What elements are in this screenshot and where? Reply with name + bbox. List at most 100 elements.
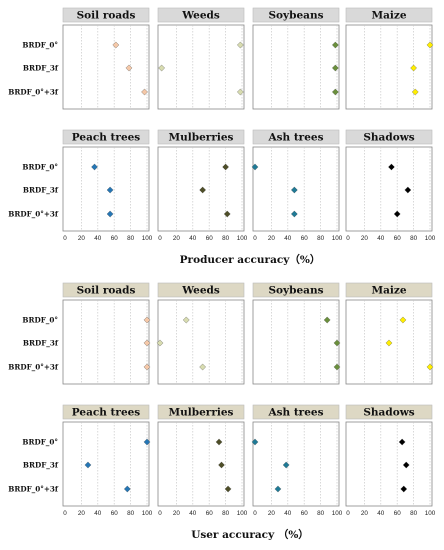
- plot-frame: [62, 421, 150, 507]
- data-point: [143, 363, 151, 371]
- data-point: [426, 41, 434, 49]
- data-point: [106, 186, 114, 194]
- panel-title: Shadows: [363, 132, 414, 144]
- x-tick-label: 80: [127, 235, 135, 242]
- plot-frame: [157, 24, 245, 110]
- plot-frame: [345, 146, 433, 232]
- panel-title-box: [157, 282, 245, 298]
- panel-soil-roads: Soil roads BRDF_0° BRDF_3f BRDF_0°+3f: [8, 282, 151, 385]
- panel-shadows: Shadows 0 20 40 60 80 100: [345, 404, 436, 517]
- panel-title-box: [62, 7, 150, 23]
- panel-title-box: [252, 7, 340, 23]
- panel-shadows: Shadows 0 20 40 60 80 100: [345, 129, 436, 242]
- panel-title-box: [252, 129, 340, 145]
- figure-block-1: Soil roads BRDF_0° BRDF_3f BRDF_0°+3f Weeds S…: [8, 7, 436, 266]
- data-point: [224, 485, 232, 493]
- x-tick-label: 100: [142, 510, 153, 517]
- data-point: [399, 316, 407, 324]
- x-tick-label: 60: [111, 510, 119, 517]
- data-point: [222, 163, 229, 171]
- row-label: BRDF_0°+3f: [8, 485, 59, 494]
- x-tick-label: 100: [332, 235, 343, 242]
- data-point: [333, 339, 341, 347]
- data-point: [411, 88, 419, 96]
- row-label: BRDF_0°: [22, 316, 58, 325]
- panel-title-box: [345, 129, 433, 145]
- data-point: [125, 64, 133, 72]
- panel-title: Peach trees: [72, 132, 141, 144]
- x-tick-label: 0: [63, 235, 67, 242]
- x-tick-label: 100: [425, 510, 436, 517]
- plot-frame: [252, 421, 340, 507]
- x-tick-label: 60: [394, 235, 402, 242]
- panel-title-box: [157, 7, 245, 23]
- data-point: [223, 210, 231, 218]
- panel-mulberries: Mulberries 0 20 40 60 80 100: [157, 129, 248, 242]
- data-point: [323, 316, 331, 324]
- data-point: [410, 64, 417, 72]
- x-tick-label: 80: [317, 235, 325, 242]
- data-point: [332, 64, 339, 72]
- x-tick-label: 0: [253, 510, 257, 517]
- x-tick-label: 40: [284, 235, 292, 242]
- data-point: [218, 461, 225, 469]
- x-tick-label: 80: [410, 510, 418, 517]
- x-tick-label: 40: [377, 235, 385, 242]
- x-tick-label: 0: [346, 510, 350, 517]
- data-point: [106, 210, 114, 218]
- x-tick-label: 20: [78, 510, 86, 517]
- x-axis-title: Producer accuracy（%）: [180, 253, 321, 266]
- x-tick-label: 40: [94, 235, 102, 242]
- x-tick-label: 60: [206, 235, 214, 242]
- data-point: [91, 163, 98, 171]
- data-point: [112, 41, 120, 49]
- x-tick-label: 0: [158, 510, 162, 517]
- row-label: BRDF_0°+3f: [8, 88, 59, 97]
- plot-frame: [62, 24, 150, 110]
- panel-peach-trees: Peach trees BRDF_0° BRDF_3f BRDF_0°+3f 0 20 40…: [8, 129, 153, 242]
- x-tick-label: 100: [425, 235, 436, 242]
- panel-title-box: [62, 282, 150, 298]
- data-point: [388, 163, 395, 171]
- panel-maize: Maize: [345, 7, 434, 110]
- data-point: [123, 485, 131, 493]
- x-tick-label: 60: [206, 510, 214, 517]
- data-point: [333, 363, 341, 371]
- data-point: [251, 163, 259, 171]
- panel-title-box: [345, 404, 433, 420]
- panel-title-box: [252, 282, 340, 298]
- x-tick-label: 60: [301, 510, 309, 517]
- data-point: [291, 210, 298, 218]
- data-point: [402, 461, 410, 469]
- x-tick-label: 20: [268, 510, 276, 517]
- row-label: BRDF_3f: [23, 64, 59, 73]
- data-point: [385, 339, 393, 347]
- data-point: [84, 461, 92, 469]
- data-point: [143, 438, 151, 446]
- panel-title-box: [157, 129, 245, 145]
- plot-frame: [345, 24, 433, 110]
- x-tick-label: 60: [111, 235, 119, 242]
- x-tick-label: 40: [189, 510, 197, 517]
- x-tick-label: 40: [189, 235, 197, 242]
- panel-title: Weeds: [181, 10, 220, 22]
- x-tick-label: 0: [253, 235, 257, 242]
- figure-block-2: Soil roads BRDF_0° BRDF_3f BRDF_0°+3f Weeds S…: [8, 282, 436, 541]
- data-point: [404, 186, 412, 194]
- panel-title: Soil roads: [77, 285, 136, 297]
- data-point: [251, 438, 259, 446]
- row-label: BRDF_0°+3f: [8, 363, 59, 372]
- data-point: [215, 438, 223, 446]
- x-tick-label: 40: [94, 510, 102, 517]
- x-tick-label: 60: [301, 235, 309, 242]
- data-point: [291, 186, 298, 194]
- data-point: [141, 88, 148, 96]
- panel-title-box: [345, 7, 433, 23]
- data-point: [143, 339, 151, 347]
- x-tick-label: 100: [332, 510, 343, 517]
- panel-ash-trees: Ash trees 0 20 40 60 80 100: [251, 129, 343, 242]
- panel-title: Maize: [371, 285, 406, 297]
- panel-peach-trees: Peach trees BRDF_0° BRDF_3f BRDF_0°+3f 0 20 40…: [8, 404, 153, 517]
- plot-frame: [157, 299, 245, 385]
- plot-frame: [157, 421, 245, 507]
